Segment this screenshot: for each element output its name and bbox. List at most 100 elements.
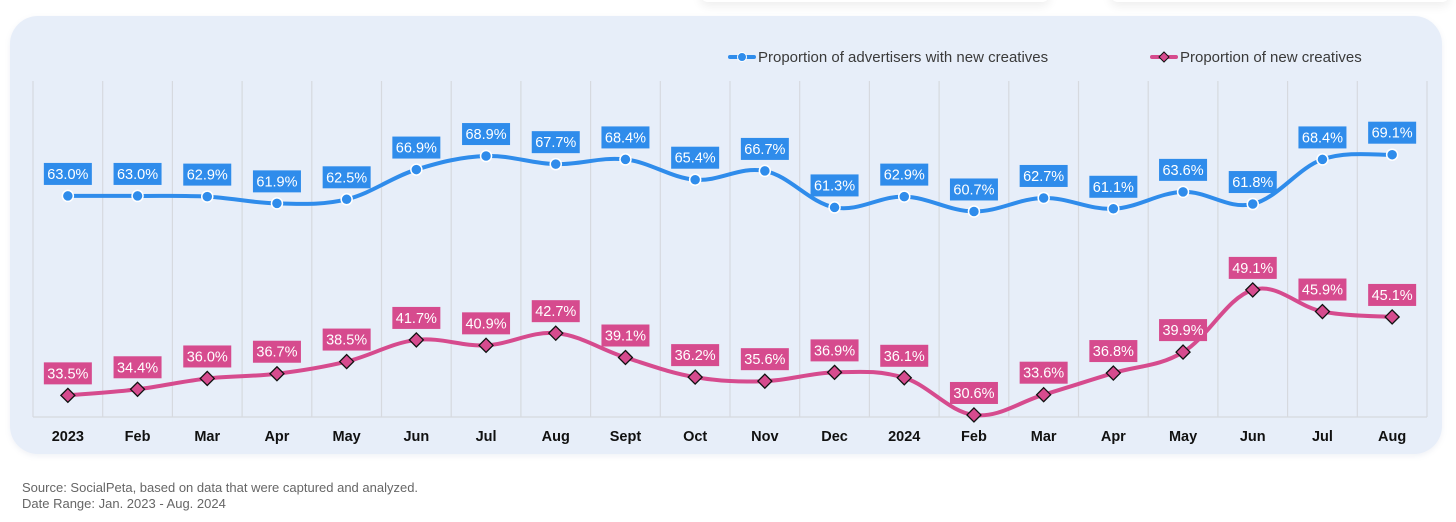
advertisers-point-marker xyxy=(1385,148,1399,161)
advertisers-point-marker xyxy=(479,149,493,163)
x-tick-label: Sept xyxy=(610,429,642,445)
data-label-box xyxy=(183,345,232,368)
advertisers-point-marker xyxy=(967,205,981,218)
x-tick-label: 2024 xyxy=(888,429,920,445)
data-label-box xyxy=(740,348,789,371)
creatives-point-marker xyxy=(896,369,913,386)
data-label-box xyxy=(1298,278,1347,301)
advertisers-point-marker xyxy=(340,193,353,206)
advertisers-point-marker xyxy=(1037,191,1050,205)
x-axis-ticks: 2023 Feb Mar Apr May Jun Jul Aug Sept Oct Nov Dec 20… xyxy=(52,429,1407,445)
data-label-box xyxy=(43,162,92,185)
advertisers-point-marker xyxy=(1316,153,1329,166)
advertisers-point-marker xyxy=(201,190,214,203)
data-label: 60.7% xyxy=(953,182,994,198)
background-card-edge xyxy=(700,0,1050,2)
data-label: 38.5% xyxy=(326,333,367,349)
advertisers-point-marker xyxy=(1246,197,1259,211)
data-label-box xyxy=(601,126,650,149)
advertisers-point-marker xyxy=(131,189,144,203)
creatives-point-marker xyxy=(617,349,634,366)
data-label: 62.9% xyxy=(187,168,228,184)
data-label-box xyxy=(810,339,859,362)
data-label-box xyxy=(1019,361,1068,384)
data-label: 62.7% xyxy=(1023,169,1064,185)
data-label: 39.1% xyxy=(605,329,646,345)
data-label-box xyxy=(601,324,650,347)
data-label-box xyxy=(949,381,998,404)
creatives-point-marker xyxy=(756,373,773,390)
data-label: 33.5% xyxy=(47,366,88,382)
data-label-box xyxy=(462,312,511,335)
data-label-box xyxy=(949,178,998,201)
legend-item-creatives[interactable]: Proportion of new creatives xyxy=(1150,47,1362,67)
data-label-box xyxy=(1228,171,1277,194)
source-note: Source: SocialPeta, based on data that w… xyxy=(22,480,419,495)
legend-label: Proportion of advertisers with new creat… xyxy=(758,48,1049,66)
data-label-box xyxy=(183,163,232,186)
data-label: 66.7% xyxy=(744,142,785,158)
x-tick-label: Mar xyxy=(1031,429,1057,445)
x-tick-label: Jul xyxy=(1312,429,1333,445)
creatives-point-marker xyxy=(966,407,982,423)
x-tick-label: Jun xyxy=(1240,429,1266,445)
data-label: 42.7% xyxy=(535,304,576,320)
data-label: 68.4% xyxy=(605,130,646,146)
data-label-box xyxy=(1228,256,1277,279)
data-label: 35.6% xyxy=(744,352,785,368)
creatives-point-marker xyxy=(1314,303,1331,320)
creatives-point-marker xyxy=(199,370,216,387)
data-label-box xyxy=(1368,121,1417,144)
creatives-point-marker xyxy=(59,387,76,404)
data-label: 61.8% xyxy=(1232,175,1273,191)
data-label: 65.4% xyxy=(675,151,716,167)
data-label: 34.4% xyxy=(117,360,158,376)
x-tick-label: Apr xyxy=(264,429,289,445)
data-label: 63.6% xyxy=(1162,163,1203,179)
data-label-box xyxy=(671,344,720,367)
data-label-box xyxy=(252,170,301,193)
x-tick-label: Jun xyxy=(403,429,429,445)
data-label-box xyxy=(1019,164,1068,187)
data-label: 61.3% xyxy=(814,178,855,194)
data-label: 61.9% xyxy=(256,174,297,190)
creatives-point-marker xyxy=(547,325,564,342)
x-tick-label: Jul xyxy=(476,429,497,445)
x-tick-label: Feb xyxy=(961,429,987,445)
x-tick-label: Aug xyxy=(542,429,570,445)
x-tick-label: May xyxy=(333,429,361,445)
data-label: 33.6% xyxy=(1023,366,1064,382)
advertisers-point-marker xyxy=(898,190,911,203)
data-label-box xyxy=(880,344,929,367)
advertisers-point-marker xyxy=(828,201,841,214)
legend-item-advertisers[interactable]: Proportion of advertisers with new creat… xyxy=(728,47,1048,67)
x-tick-label: 2023 xyxy=(52,429,84,445)
data-label-box xyxy=(1159,319,1208,342)
x-tick-label: Apr xyxy=(1101,429,1126,445)
data-label-box xyxy=(322,166,371,189)
creatives-point-marker xyxy=(1175,344,1191,361)
advertisers-point-marker xyxy=(61,189,75,203)
data-label: 69.1% xyxy=(1372,126,1413,142)
background-card-edge xyxy=(1110,0,1450,2)
data-label-box xyxy=(1089,175,1138,198)
data-label-box xyxy=(1368,283,1417,306)
x-tick-label: Nov xyxy=(751,429,778,445)
creatives-point-marker xyxy=(129,381,146,398)
creatives-point-marker xyxy=(687,369,704,386)
data-label-box xyxy=(671,146,720,169)
data-label-box xyxy=(252,340,301,363)
advertisers-point-marker xyxy=(688,173,702,186)
gridlines xyxy=(32,81,1428,418)
data-label: 63.0% xyxy=(47,167,88,183)
x-tick-label: Oct xyxy=(683,429,707,445)
x-tick-label: Dec xyxy=(821,429,848,445)
advertisers-point-marker xyxy=(270,197,284,210)
data-label-box xyxy=(392,306,441,329)
series-markers xyxy=(59,148,1401,423)
x-tick-label: Feb xyxy=(125,429,151,445)
legend-diamond-line-icon xyxy=(1150,51,1178,63)
data-label: 41.7% xyxy=(396,311,437,327)
data-label: 62.9% xyxy=(884,168,925,184)
x-tick-label: May xyxy=(1169,429,1197,445)
